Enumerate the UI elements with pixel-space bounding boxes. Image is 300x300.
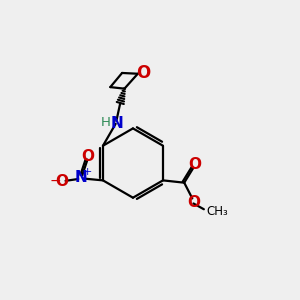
Text: +: + [83,167,93,177]
Text: H: H [101,116,111,129]
Text: O: O [81,148,94,164]
Text: N: N [110,116,123,131]
Text: −: − [49,174,61,188]
Text: CH₃: CH₃ [206,205,228,218]
Text: O: O [136,64,151,82]
Text: N: N [75,170,88,185]
Text: O: O [187,195,200,210]
Text: O: O [55,174,68,189]
Text: O: O [188,157,201,172]
